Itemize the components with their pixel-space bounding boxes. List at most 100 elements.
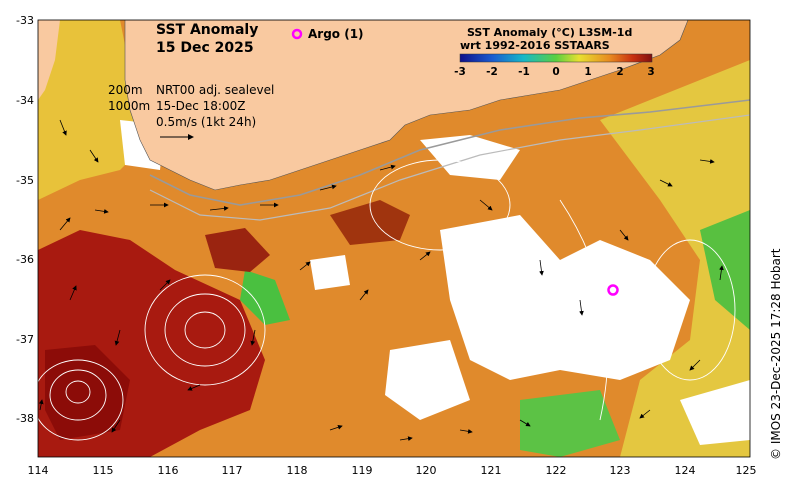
sst-green-patch-south bbox=[520, 390, 620, 457]
current-vectors bbox=[38, 119, 724, 442]
current-vector bbox=[111, 419, 121, 433]
current-vector bbox=[187, 384, 201, 391]
colorbar-tick: 1 bbox=[584, 66, 591, 78]
isobath-legend-200m: 200m bbox=[108, 83, 143, 97]
current-vector bbox=[59, 217, 71, 231]
cloud-gap-southeast bbox=[680, 380, 750, 445]
current-vector bbox=[89, 149, 99, 163]
current-vector bbox=[319, 184, 337, 191]
colorbar-tick: 0 bbox=[552, 66, 559, 78]
eddy-contour-west-3 bbox=[184, 311, 226, 349]
current-vector bbox=[689, 359, 701, 371]
lat-axis: -33 -34 -35 -36 -37 -38 bbox=[16, 14, 34, 425]
sealevel-timestamp: 15-Dec 18:00Z bbox=[156, 99, 245, 113]
sst-warm-eddy-north bbox=[205, 228, 270, 272]
current-vector bbox=[419, 251, 431, 261]
lon-tick-label: 116 bbox=[158, 464, 179, 477]
lon-tick-label: 121 bbox=[481, 464, 502, 477]
sst-warm-eddy-centre bbox=[330, 200, 410, 245]
current-vector bbox=[639, 409, 651, 419]
lon-axis: 114 115 116 117 118 119 120 121 122 123 … bbox=[28, 464, 757, 477]
current-vector bbox=[250, 329, 256, 346]
current-vector bbox=[329, 424, 343, 431]
current-vector bbox=[94, 209, 109, 214]
colorbar-gradient bbox=[459, 53, 653, 63]
colorbar: SST Anomaly (°C) L3SM-1d wrt 1992-2016 S… bbox=[454, 26, 654, 78]
colorbar-tick: 3 bbox=[647, 66, 654, 78]
map-plot-area bbox=[38, 20, 750, 457]
colorbar-tick: 2 bbox=[616, 66, 623, 78]
imos-credit: © IMOS 23-Dec-2025 17:28 Hobart bbox=[769, 248, 783, 460]
lon-tick-label: 120 bbox=[416, 464, 437, 477]
lat-tick-label: -35 bbox=[16, 174, 34, 187]
isobath-legend-1000m: 1000m bbox=[108, 99, 150, 113]
lon-tick-label: 125 bbox=[736, 464, 757, 477]
lon-tick-label: 123 bbox=[610, 464, 631, 477]
colorbar-title: SST Anomaly (°C) L3SM-1d bbox=[467, 26, 632, 39]
land-mass bbox=[124, 20, 689, 191]
current-vector bbox=[659, 179, 673, 187]
lat-tick-label: -36 bbox=[16, 253, 34, 266]
land-mass-west bbox=[38, 20, 60, 100]
sealevel-contours bbox=[38, 159, 736, 441]
current-vector bbox=[579, 299, 584, 316]
current-vector bbox=[479, 199, 493, 211]
current-vector bbox=[38, 399, 44, 411]
current-vector bbox=[619, 229, 629, 241]
current-vector bbox=[299, 261, 311, 271]
map-date: 15 Dec 2025 bbox=[156, 40, 254, 56]
current-vector bbox=[379, 164, 396, 171]
current-vector bbox=[399, 436, 413, 442]
colorbar-tick: -3 bbox=[454, 66, 466, 78]
argo-float-marker[interactable] bbox=[607, 284, 619, 296]
lon-tick-label: 115 bbox=[93, 464, 114, 477]
current-vector bbox=[209, 206, 229, 211]
current-vector bbox=[359, 289, 369, 301]
cloud-gap-mid bbox=[310, 255, 350, 290]
contour-line-east bbox=[559, 199, 609, 421]
lat-tick-label: -38 bbox=[16, 412, 34, 425]
current-vector bbox=[159, 279, 171, 291]
current-vector bbox=[699, 159, 715, 164]
current-vector bbox=[719, 265, 724, 281]
sst-yellow-region bbox=[38, 20, 150, 200]
current-vector bbox=[519, 419, 531, 427]
sst-warm-anomaly-core bbox=[45, 345, 130, 440]
colorbar-subtitle: wrt 1992-2016 SSTAARS bbox=[460, 39, 610, 52]
cloud-gap-central bbox=[440, 215, 690, 380]
lon-tick-label: 119 bbox=[352, 464, 373, 477]
isobath-1000m bbox=[149, 114, 750, 221]
lon-tick-label: 117 bbox=[222, 464, 243, 477]
current-vector bbox=[539, 259, 544, 276]
cloud-gap-southwest bbox=[385, 340, 470, 420]
lat-tick-label: -34 bbox=[16, 94, 34, 107]
colorbar-tick: -2 bbox=[486, 66, 498, 78]
argo-legend-label: Argo (1) bbox=[308, 27, 364, 41]
eddy-contour-west-2 bbox=[164, 293, 246, 367]
map-title: SST Anomaly bbox=[156, 22, 258, 38]
lon-tick-label: 122 bbox=[546, 464, 567, 477]
sst-green-patch-mid bbox=[240, 270, 290, 325]
lon-tick-label: 118 bbox=[287, 464, 308, 477]
vector-scale-label: 0.5m/s (1kt 24h) bbox=[156, 115, 256, 129]
plot-frame bbox=[37, 19, 751, 458]
eddy-contour-southwest-3 bbox=[65, 380, 91, 404]
lon-tick-label: 114 bbox=[28, 464, 49, 477]
eddy-contour-southwest-1 bbox=[38, 359, 124, 441]
argo-legend-icon bbox=[291, 28, 303, 40]
sealevel-info: NRT00 adj. sealevel bbox=[156, 83, 274, 97]
current-vector bbox=[59, 119, 67, 136]
colorbar-tick: -1 bbox=[518, 66, 530, 78]
isobath-200m bbox=[149, 99, 750, 206]
eddy-contour-east bbox=[644, 239, 736, 381]
sst-green-patch-east bbox=[700, 210, 750, 330]
current-vector bbox=[114, 329, 121, 346]
lon-tick-label: 124 bbox=[675, 464, 696, 477]
eddy-contour-southwest-2 bbox=[49, 369, 107, 421]
lat-tick-label: -33 bbox=[16, 14, 34, 27]
eddy-contour-centre bbox=[369, 159, 511, 251]
current-vector bbox=[69, 285, 77, 301]
current-vector bbox=[459, 428, 473, 434]
lat-tick-label: -37 bbox=[16, 333, 34, 346]
